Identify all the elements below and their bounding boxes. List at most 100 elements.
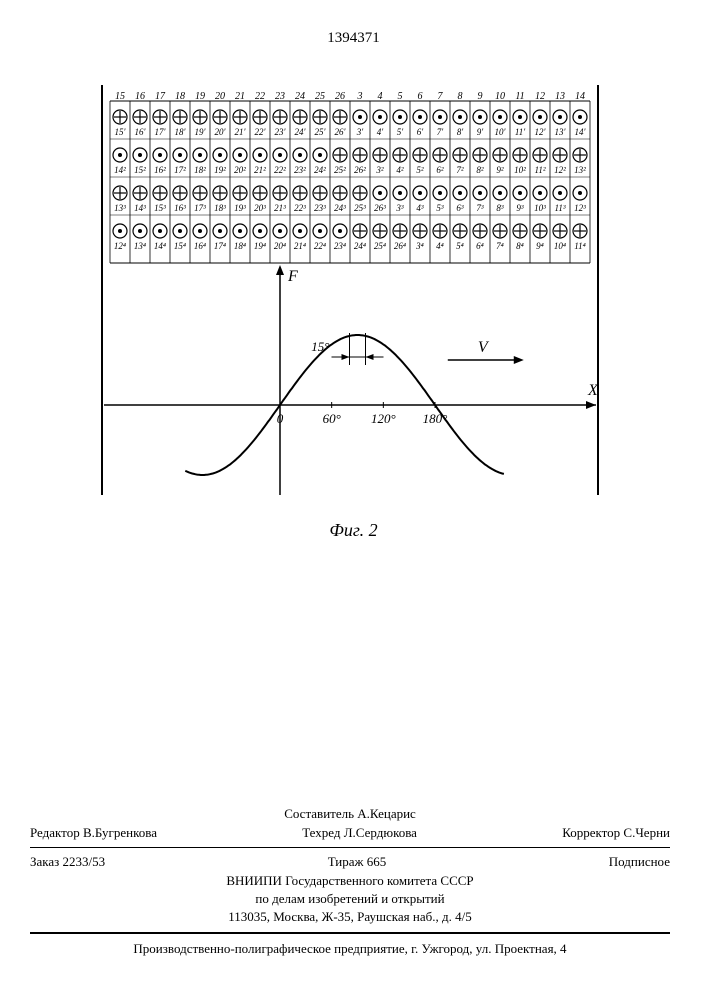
svg-text:F: F [287,268,298,285]
svg-text:0: 0 [277,411,284,426]
svg-text:V: V [478,339,490,356]
svg-text:18²: 18² [194,165,206,175]
svg-text:22: 22 [255,91,265,102]
svg-text:22³: 22³ [294,203,306,213]
svg-text:21': 21' [235,127,247,137]
svg-text:14⁴: 14⁴ [154,241,166,251]
footer-circulation: Тираж 665 [328,854,387,870]
svg-text:4': 4' [377,127,385,137]
svg-text:19: 19 [195,91,205,102]
svg-text:14²: 14² [114,165,126,175]
svg-text:10³: 10³ [534,203,546,213]
svg-text:21²: 21² [254,165,266,175]
svg-text:15⁴: 15⁴ [174,241,186,251]
svg-text:16³: 16³ [174,203,186,213]
svg-text:3³: 3³ [395,203,404,213]
svg-text:4⁴: 4⁴ [436,241,444,251]
svg-text:26': 26' [335,127,347,137]
svg-text:22': 22' [255,127,267,137]
svg-text:15³: 15³ [154,203,166,213]
svg-text:7³: 7³ [476,203,484,213]
svg-text:6²: 6² [436,165,444,175]
svg-text:6: 6 [418,91,423,102]
svg-text:26³: 26³ [374,203,386,213]
svg-text:6': 6' [417,127,425,137]
svg-text:16⁴: 16⁴ [194,241,206,251]
svg-text:11: 11 [515,91,524,102]
svg-text:9²: 9² [496,165,504,175]
svg-text:20⁴: 20⁴ [274,241,286,251]
svg-text:18: 18 [175,91,185,102]
svg-text:3': 3' [356,127,365,137]
svg-text:11': 11' [515,127,526,137]
svg-text:7': 7' [437,127,445,137]
svg-text:15': 15' [115,127,127,137]
svg-text:10': 10' [495,127,507,137]
document-number: 1394371 [0,30,707,47]
svg-text:14': 14' [575,127,587,137]
svg-text:17': 17' [155,127,167,137]
svg-text:25': 25' [315,127,327,137]
svg-text:26²: 26² [354,165,366,175]
svg-text:24³: 24³ [334,203,346,213]
footer-address: 113035, Москва, Ж-35, Раушская наб., д. … [30,908,670,926]
svg-text:24²: 24² [314,165,326,175]
svg-text:9³: 9³ [516,203,524,213]
svg-text:10⁴: 10⁴ [554,241,566,251]
svg-text:5: 5 [398,91,403,102]
svg-text:25: 25 [315,91,325,102]
svg-text:20²: 20² [234,165,246,175]
svg-text:10²: 10² [514,165,526,175]
svg-text:8: 8 [458,91,463,102]
svg-text:17⁴: 17⁴ [214,241,226,251]
svg-text:11²: 11² [534,165,545,175]
footer-tech-editor: Техред Л.Сердюкова [302,825,417,841]
svg-text:23³: 23³ [314,203,326,213]
svg-text:22⁴: 22⁴ [314,241,326,251]
svg-text:11⁴: 11⁴ [574,241,585,251]
svg-text:17: 17 [155,91,166,102]
svg-text:8²: 8² [476,165,484,175]
figure-caption: Фиг. 2 [0,520,707,541]
svg-text:21: 21 [235,91,245,102]
svg-text:18³: 18³ [214,203,226,213]
svg-text:24: 24 [295,91,305,102]
figure-2: 1516171819202122232425263456789101112131… [95,85,605,505]
svg-text:9: 9 [478,91,483,102]
svg-text:5²: 5² [416,165,424,175]
svg-text:20: 20 [215,91,225,102]
svg-text:17³: 17³ [194,203,206,213]
svg-text:12³: 12³ [574,203,586,213]
svg-text:6³: 6³ [456,203,464,213]
svg-text:7⁴: 7⁴ [496,241,504,251]
svg-text:13': 13' [555,127,567,137]
svg-text:14³: 14³ [134,203,146,213]
svg-text:25⁴: 25⁴ [374,241,386,251]
svg-text:19²: 19² [214,165,226,175]
svg-text:19⁴: 19⁴ [254,241,266,251]
svg-text:9': 9' [477,127,485,137]
svg-text:23²: 23² [294,165,306,175]
svg-text:10: 10 [495,91,505,102]
svg-text:3²: 3² [375,165,384,175]
svg-text:23': 23' [275,127,287,137]
svg-text:23: 23 [275,91,285,102]
svg-text:7²: 7² [456,165,464,175]
svg-text:4²: 4² [396,165,404,175]
svg-text:26⁴: 26⁴ [394,241,406,251]
svg-text:60°: 60° [323,411,341,426]
svg-text:20': 20' [215,127,227,137]
svg-text:18': 18' [175,127,187,137]
svg-text:7: 7 [438,91,444,102]
svg-text:13²: 13² [574,165,586,175]
svg-text:15°: 15° [311,339,329,354]
svg-text:5³: 5³ [436,203,444,213]
svg-text:8⁴: 8⁴ [516,241,524,251]
svg-text:5⁴: 5⁴ [456,241,464,251]
svg-text:12': 12' [535,127,547,137]
svg-text:22²: 22² [274,165,286,175]
svg-text:15: 15 [115,91,125,102]
footer-proofreader: Корректор С.Черни [562,825,670,841]
svg-text:24': 24' [295,127,307,137]
footer: Составитель А.Кецарис Редактор В.Бугренк… [30,805,670,958]
